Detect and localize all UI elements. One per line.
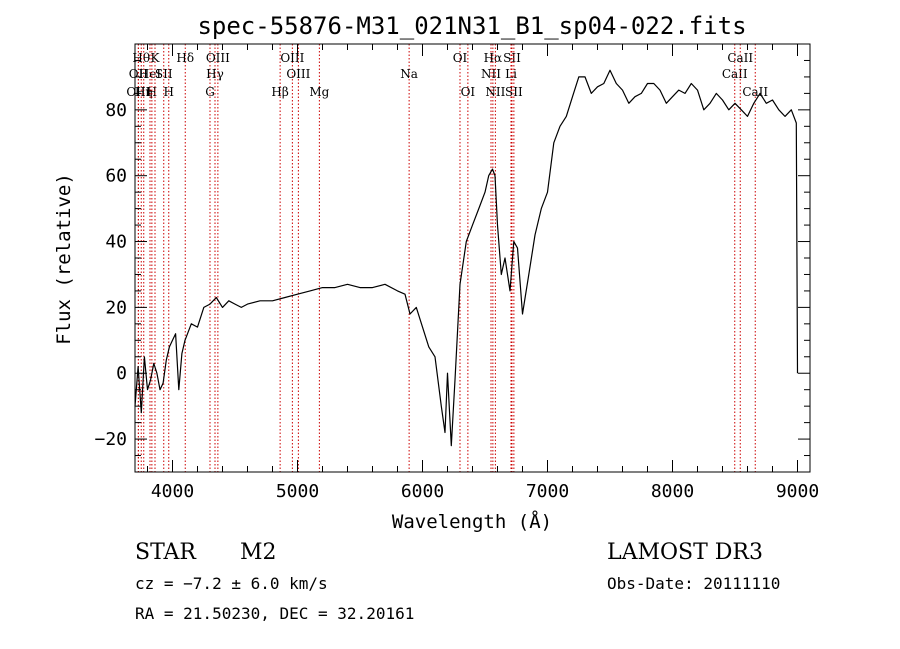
spectral-subclass: M2 bbox=[240, 540, 277, 565]
survey-name: LAMOST DR3 bbox=[607, 540, 763, 565]
line-marker-label-26: CaII bbox=[722, 67, 748, 81]
y-tick-label-2: 20 bbox=[105, 297, 127, 318]
y-tick-label-0: −20 bbox=[94, 429, 127, 450]
line-marker-label-24: SII bbox=[503, 51, 521, 65]
line-marker-layer: HθOIIOIIIHηHeIHKSIIHHδGHγOIIIHβOIIIOIIIM… bbox=[126, 44, 768, 472]
x-tick-label-0: 4000 bbox=[151, 481, 194, 502]
x-tick-label-3: 7000 bbox=[526, 481, 569, 502]
line-marker-label-10: G bbox=[205, 85, 215, 99]
line-marker-label-25: SII bbox=[505, 85, 523, 99]
y-tick-label-4: 60 bbox=[105, 166, 127, 187]
line-marker-label-23: Li bbox=[505, 67, 517, 81]
line-marker-label-2: OIII bbox=[126, 85, 150, 99]
line-marker-label-20: NII bbox=[481, 67, 501, 81]
line-marker-label-1: OII bbox=[129, 67, 149, 81]
line-marker-label-9: Hδ bbox=[176, 51, 194, 65]
plot-frame bbox=[134, 43, 811, 473]
line-marker-label-7: SII bbox=[155, 67, 173, 81]
line-marker-label-17: Na bbox=[400, 67, 418, 81]
x-tick-label-4: 8000 bbox=[651, 481, 694, 502]
line-marker-label-28: CaII bbox=[742, 85, 768, 99]
y-axis-label: Flux (relative) bbox=[53, 173, 75, 345]
line-marker-label-0: Hθ bbox=[132, 51, 150, 65]
line-marker-label-22: NII bbox=[485, 85, 505, 99]
line-marker-label-19: OI bbox=[461, 85, 476, 99]
y-tick-label-3: 40 bbox=[105, 232, 127, 253]
y-tick-label-1: 0 bbox=[116, 363, 127, 384]
line-marker-label-21: Hα bbox=[484, 51, 503, 65]
x-axis-label: Wavelength (Å) bbox=[392, 510, 552, 533]
object-type: STAR bbox=[135, 540, 197, 565]
coordinates-readout: RA = 21.50230, DEC = 32.20161 bbox=[135, 604, 414, 623]
line-marker-label-15: OIII bbox=[286, 67, 310, 81]
line-marker-label-4: HeI bbox=[139, 67, 162, 81]
line-marker-label-13: Hβ bbox=[271, 85, 288, 99]
line-marker-label-6: K bbox=[151, 51, 161, 65]
axes: 4000 5000 6000 7000 8000 9000 −20 0 20 40 60 80 bbox=[94, 43, 819, 502]
line-marker-label-27: CaII bbox=[727, 51, 753, 65]
x-tick-label-2: 6000 bbox=[401, 481, 444, 502]
chart-title: spec-55876-M31_021N31_B1_sp04-022.fits bbox=[197, 12, 746, 40]
spectrum-line-0 bbox=[134, 69, 799, 447]
spectrum-layer bbox=[134, 69, 799, 447]
line-marker-label-16: Mg bbox=[309, 85, 329, 99]
line-marker-label-18: OI bbox=[453, 51, 468, 65]
x-tick-label-1: 5000 bbox=[276, 481, 319, 502]
line-marker-label-3: Hη bbox=[135, 85, 153, 99]
y-tick-label-5: 80 bbox=[105, 100, 127, 121]
line-marker-label-5: H bbox=[147, 85, 157, 99]
observation-date: Obs-Date: 20111110 bbox=[607, 574, 780, 593]
line-marker-label-8: H bbox=[164, 85, 174, 99]
line-marker-label-14: OIII bbox=[280, 51, 304, 65]
x-tick-label-5: 9000 bbox=[776, 481, 819, 502]
redshift-readout: cz = −7.2 ± 6.0 km/s bbox=[135, 574, 328, 593]
line-marker-label-11: Hγ bbox=[206, 67, 224, 81]
line-marker-label-12: OIII bbox=[206, 51, 230, 65]
